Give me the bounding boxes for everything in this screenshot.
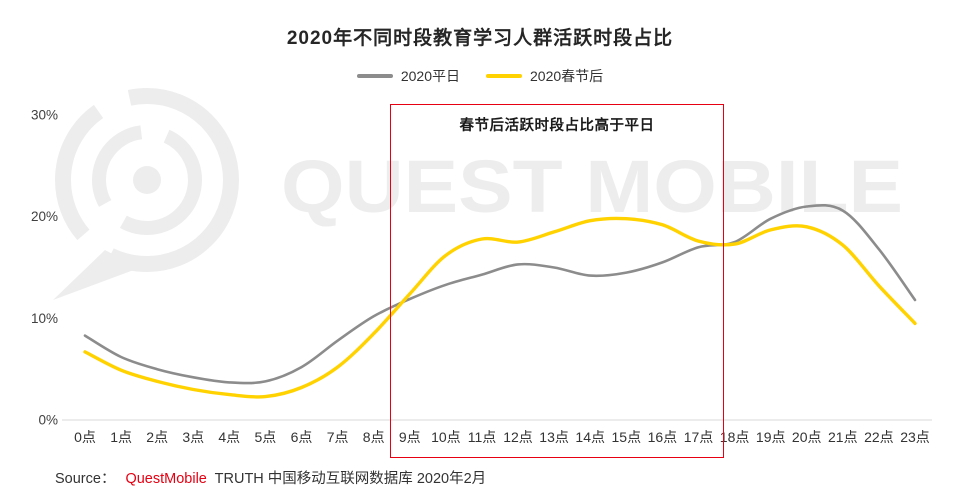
x-axis-label: 17点 xyxy=(684,429,714,445)
x-axis-label: 7点 xyxy=(327,429,349,445)
x-axis-label: 0点 xyxy=(74,429,96,445)
x-axis-label: 22点 xyxy=(864,429,894,445)
x-axis-label: 20点 xyxy=(792,429,822,445)
source-prefix: Source： xyxy=(55,471,116,487)
x-axis-label: 21点 xyxy=(828,429,858,445)
x-axis-label: 10点 xyxy=(431,429,461,445)
x-axis-label: 4点 xyxy=(218,429,240,445)
legend-item-post-festival: 2020春节后 xyxy=(486,66,603,86)
series-group xyxy=(83,203,917,399)
x-axis-label: 14点 xyxy=(575,429,605,445)
logo-outer-ring xyxy=(55,88,239,272)
source-suffix: TRUTH 中国移动互联网数据库 2020年2月 xyxy=(214,471,487,487)
x-axis-label: 18点 xyxy=(720,429,750,445)
x-axis-label: 5点 xyxy=(255,429,277,445)
logo-inner-ring xyxy=(92,125,202,235)
source-line: Source： QuestMobile TRUTH 中国移动互联网数据库 2020… xyxy=(55,467,486,488)
x-axis-label: 6点 xyxy=(291,429,313,445)
legend-item-weekday: 2020平日 xyxy=(356,66,460,86)
legend-label-post-festival: 2020春节后 xyxy=(530,68,604,84)
axes-group: 0% 10% 20% 30% 0点 1点 2点 3点 4点 5点 6点 7点 8点 9点 10点 11点 12点… xyxy=(31,108,932,445)
x-axis-label: 15点 xyxy=(612,429,642,445)
x-axis-label: 23点 xyxy=(900,429,930,445)
x-axis-label: 19点 xyxy=(756,429,786,445)
questmobile-watermark: QUEST MOBILE xyxy=(53,88,903,300)
questmobile-logo-icon xyxy=(53,88,239,300)
source-brand: QuestMobile xyxy=(125,471,207,487)
x-axis-label: 2点 xyxy=(146,429,168,445)
logo-tail xyxy=(53,250,139,300)
legend-swatch-weekday xyxy=(356,74,393,78)
logo-center-dot xyxy=(133,166,161,194)
y-axis-label: 20% xyxy=(31,209,58,224)
watermark-text: QUEST MOBILE xyxy=(281,145,903,228)
legend-swatch-post-festival xyxy=(486,74,522,78)
x-axis-label: 1点 xyxy=(110,429,132,445)
x-axis-label: 8点 xyxy=(363,429,385,445)
y-axis-label: 30% xyxy=(31,108,58,123)
x-axis-label: 12点 xyxy=(503,429,533,445)
y-axis-label: 10% xyxy=(31,311,58,326)
legend: 2020平日 2020春节后 xyxy=(0,66,960,86)
series-line-post-festival xyxy=(83,216,917,399)
x-axis-label: 11点 xyxy=(468,429,497,445)
series-line-weekday xyxy=(83,203,917,385)
chart-title: 2020年不同时段教育学习人群活跃时段占比 xyxy=(286,28,674,49)
y-axis-label: 0% xyxy=(38,413,58,428)
legend-label-weekday: 2020平日 xyxy=(400,68,460,84)
x-axis-label: 9点 xyxy=(399,429,421,445)
x-axis-label: 3点 xyxy=(182,429,204,445)
x-axis-label: 16点 xyxy=(648,429,678,445)
x-axis-label: 13点 xyxy=(539,429,569,445)
